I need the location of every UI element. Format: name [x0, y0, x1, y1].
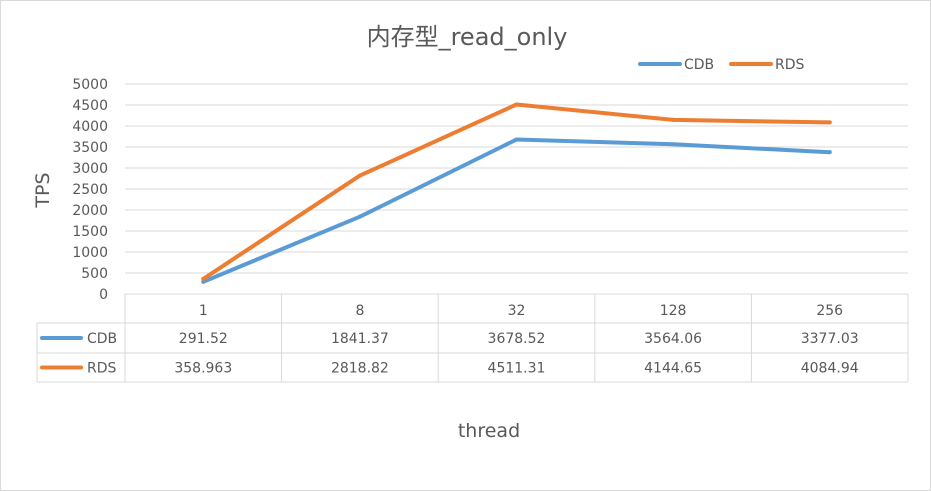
data-point [514, 102, 519, 107]
y-tick-label: 500 [81, 266, 108, 282]
data-table: 1 8 32 128 256 CDB 291.52 1841.37 3678.52 3564.06… [36, 293, 909, 383]
data-point [671, 142, 676, 147]
data-point [357, 214, 362, 219]
data-point [827, 150, 832, 155]
series-line-cdb [201, 137, 832, 284]
gridlines [125, 83, 908, 274]
data-point [201, 276, 206, 281]
x-tick-label: 8 [355, 303, 364, 319]
table-cell-value: 291.52 [179, 331, 228, 347]
table-cell-value: 3564.06 [644, 331, 702, 347]
y-tick-label: 3000 [72, 161, 108, 177]
x-axis-title: thread [458, 420, 520, 442]
legend-label: RDS [775, 57, 805, 73]
x-tick-label: 1 [199, 303, 208, 319]
table-cell-value: 3678.52 [488, 331, 546, 347]
data-point [671, 117, 676, 122]
y-tick-label: 1000 [72, 245, 108, 261]
data-point [827, 120, 832, 125]
legend-label: CDB [684, 57, 714, 73]
series-lines [201, 102, 832, 284]
y-tick-label: 4500 [72, 98, 108, 114]
chart-title: 内存型_read_only [367, 23, 568, 51]
y-tick-label: 5000 [72, 77, 108, 93]
x-tick-label: 128 [660, 303, 687, 319]
table-series-name: RDS [87, 361, 117, 377]
x-tick-label: 256 [816, 303, 843, 319]
table-cell-value: 1841.37 [331, 331, 389, 347]
data-point [357, 173, 362, 178]
y-axis-title: TPS [32, 172, 54, 208]
table-cell-value: 4511.31 [488, 361, 546, 377]
table-series-name: CDB [87, 331, 117, 347]
y-tick-label: 2500 [72, 182, 108, 198]
y-tick-label: 1500 [72, 224, 108, 240]
table-cell-value: 4144.65 [644, 361, 702, 377]
table-cell-value: 2818.82 [331, 361, 389, 377]
y-tick-label: 2000 [72, 203, 108, 219]
y-tick-label: 0 [99, 287, 108, 303]
table-cell-value: 3377.03 [801, 331, 859, 347]
x-tick-label: 32 [508, 303, 526, 319]
y-tick-label: 4000 [72, 119, 108, 135]
y-axis-ticks: 0 500 1000 1500 2000 2500 3000 3500 4000 4500 5000 [72, 77, 108, 303]
legend: CDB RDS [638, 57, 805, 73]
data-point [201, 279, 206, 284]
table-cell-value: 358.963 [174, 361, 232, 377]
data-point [514, 137, 519, 142]
series-line-rds [201, 102, 832, 281]
y-tick-label: 3500 [72, 140, 108, 156]
table-cell-value: 4084.94 [801, 361, 859, 377]
